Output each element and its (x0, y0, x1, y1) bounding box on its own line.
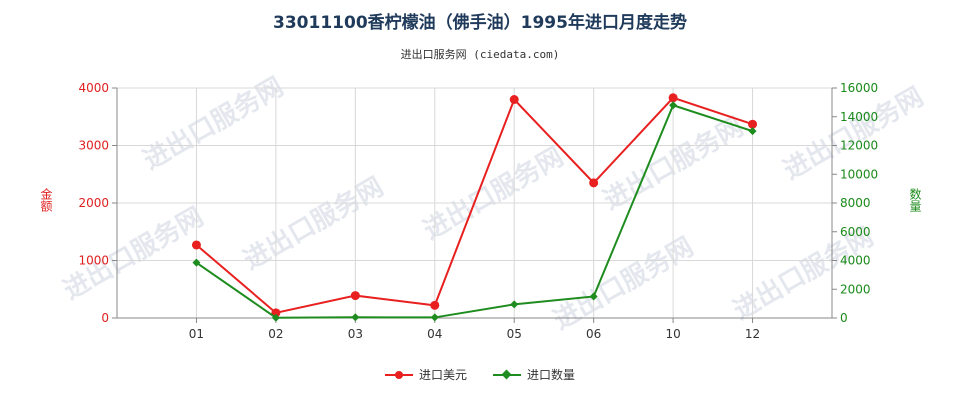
legend-item-usd[interactable]: 进口美元 (384, 366, 467, 383)
data-point-quantity (669, 101, 678, 110)
watermark-text: 进出口服务网 (419, 142, 569, 246)
data-point-usd (668, 93, 678, 103)
data-point-usd (350, 291, 360, 301)
x-tick-label: 05 (507, 327, 522, 341)
y-left-tick-label: 4000 (78, 81, 109, 95)
x-tick-label: 04 (427, 327, 442, 341)
left-axis-label: 金额 (39, 188, 53, 212)
chart-title: 33011100香柠檬油（佛手油）1995年进口月度走势 (273, 13, 687, 33)
x-tick-label: 01 (189, 327, 204, 341)
data-point-quantity (271, 313, 280, 322)
y-right-tick-label: 6000 (840, 225, 871, 239)
x-tick-label: 06 (586, 327, 601, 341)
data-point-quantity (351, 313, 360, 322)
y-right-tick-label: 0 (840, 311, 848, 325)
y-left-tick-label: 0 (101, 311, 109, 325)
series-line-usd (195, 96, 753, 314)
x-tick-label: 12 (745, 327, 760, 341)
y-right-tick-label: 4000 (840, 254, 871, 268)
y-right-tick-label: 2000 (840, 282, 871, 296)
y-left-tick-label: 2000 (78, 196, 109, 210)
x-tick-label: 03 (348, 327, 363, 341)
y-right-tick-label: 14000 (840, 110, 878, 124)
y-left-tick-label: 3000 (78, 139, 109, 153)
legend-item-quantity[interactable]: 进口数量 (493, 366, 575, 383)
data-point-quantity (192, 258, 201, 267)
data-point-quantity (748, 127, 757, 136)
x-tick-label: 02 (268, 327, 283, 341)
y-right-tick-label: 16000 (840, 81, 878, 95)
data-point-usd (191, 240, 201, 250)
y-left-tick-label: 1000 (78, 254, 109, 268)
data-point-usd (748, 119, 758, 129)
series-line-quantity (195, 104, 753, 319)
legend-label-quantity: 进口数量 (527, 368, 576, 382)
data-point-quantity (430, 313, 439, 322)
data-point-usd (509, 95, 519, 104)
data-point-quantity (589, 292, 598, 301)
legend-swatch-quantity (493, 369, 521, 379)
data-point-usd (430, 300, 440, 310)
legend: 进口美元 进口数量 (0, 366, 960, 383)
right-axis-label: 数量 (908, 188, 922, 212)
legend-swatch-usd (384, 370, 413, 379)
x-tick-label: 10 (665, 327, 680, 341)
y-right-tick-label: 8000 (840, 196, 871, 210)
watermark-text: 进出口服务网 (549, 232, 699, 336)
y-right-tick-label: 10000 (840, 167, 878, 181)
legend-label-usd: 进口美元 (418, 368, 467, 382)
y-right-tick-label: 12000 (840, 139, 878, 153)
data-point-usd (589, 178, 599, 188)
data-point-quantity (510, 300, 519, 309)
chart-subtitle: 进出口服务网 (ciedata.com) (400, 48, 560, 61)
